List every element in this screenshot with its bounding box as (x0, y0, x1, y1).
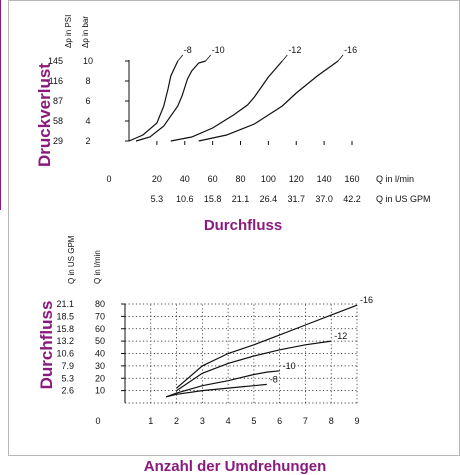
x-tick-label: 0 (106, 174, 111, 184)
flow-curve-size8 (166, 383, 267, 398)
x2-tick-label: 31.7 (287, 194, 305, 204)
x-tick-label: 120 (289, 174, 304, 184)
x2-tick-label: 5.3 (151, 194, 164, 204)
x-tick-label: 7 (303, 416, 308, 426)
pressure-curve-size10 (135, 60, 206, 142)
gpm-tick-label: 13.2 (56, 336, 74, 346)
lpm-tick-label: 80 (95, 299, 105, 309)
bar-tick-label: 2 (85, 136, 90, 146)
psi-tick-label: 116 (49, 76, 63, 86)
pressure-loss-chart: Druckverlust Δp in PSI Δp in bar 2 29 4 58 6… (35, 15, 431, 234)
flow-y-ticks: 10 2.6 20 5.3 30 7.9 40 10.6 50 13.2 60 15.8 70 18.5 8… (56, 299, 125, 396)
gpm-tick-label: 10.6 (56, 349, 74, 359)
x2-tick-label: 37.0 (315, 194, 333, 204)
x-tick-label: 140 (317, 174, 332, 184)
gpm-tick-label: 21.1 (56, 299, 74, 309)
flow-curves: -16 -12 -10 -8 (165, 295, 373, 398)
bar-tick-label: 4 (85, 116, 90, 126)
curve-label-leader (282, 54, 288, 62)
gpm-unit-label: Q in US GPM (67, 235, 76, 284)
x2-tick-label: 42.2 (343, 194, 361, 204)
psi-unit-label: Δp in PSI (64, 15, 73, 48)
x2-tick-label: 21.1 (232, 194, 250, 204)
x2-tick-label: 26.4 (260, 194, 278, 204)
lpm-tick-label: 30 (95, 361, 105, 371)
lpm-tick-label: 50 (95, 336, 105, 346)
pressure-curve-label: -10 (212, 45, 225, 55)
flow-curve-label: -10 (283, 361, 296, 371)
flow-curve-label: -8 (270, 374, 278, 384)
x-tick-label: 1 (148, 416, 153, 426)
pressure-curve-size16 (198, 60, 339, 142)
psi-tick-label: 87 (53, 96, 63, 106)
lpm-tick-label: 40 (95, 349, 105, 359)
pressure-loss-x-ticks: 0 20 40 60 80 100 120 140 160 5.3 10.6 15.8 21.1 26.4… (106, 141, 361, 204)
flow-gpm-unit-label: Q in US GPM (376, 194, 431, 204)
x-tick-label: 80 (235, 174, 245, 184)
lpm-tick-label: 60 (95, 324, 105, 334)
x-tick-label: 100 (261, 174, 276, 184)
pressure-loss-curves: -8 -10 -12 -16 (128, 45, 357, 142)
bar-tick-label: 6 (85, 96, 90, 106)
x-tick-label: 0 (95, 416, 100, 426)
x-tick-label: 9 (354, 416, 359, 426)
lpm-unit-label: Q in l/min (93, 250, 102, 284)
flow-curve-label: -12 (334, 331, 347, 341)
lpm-tick-label: 10 (95, 386, 105, 396)
psi-tick-label: 145 (48, 56, 63, 66)
x-tick-label: 40 (180, 174, 190, 184)
pressure-loss-x-title: Durchfluss (204, 217, 282, 234)
gpm-tick-label: 18.5 (56, 311, 74, 321)
flow-curve-label: -16 (360, 295, 373, 305)
pressure-loss-y-title: Druckverlust (35, 63, 54, 167)
flow-y-title: Durchfluss (37, 301, 56, 390)
pressure-curve-size12 (170, 60, 283, 142)
psi-tick-label: 29 (53, 136, 63, 146)
x-tick-label: 20 (152, 174, 162, 184)
pressure-curve-label: -8 (184, 45, 192, 55)
x-tick-label: 160 (344, 174, 359, 184)
bar-tick-label: 10 (83, 56, 93, 66)
x2-tick-label: 10.6 (176, 194, 194, 204)
x2-tick-label: 15.8 (204, 194, 222, 204)
flow-lpm-unit-label: Q in l/min (376, 174, 414, 184)
psi-tick-label: 58 (53, 116, 63, 126)
pressure-curve-label: -16 (344, 45, 357, 55)
curve-label-leader (205, 54, 211, 62)
x-tick-label: 4 (226, 416, 231, 426)
flow-curve-size16 (176, 304, 358, 389)
bar-tick-label: 8 (85, 76, 90, 86)
flow-x-ticks: 0 1 2 3 4 5 6 7 8 9 (95, 416, 359, 426)
pressure-loss-y-ticks: 2 29 4 58 6 87 8 116 10 145 (48, 56, 129, 146)
flow-x-title: Anzahl der Umdrehungen (144, 458, 327, 475)
gpm-tick-label: 2.6 (61, 386, 74, 396)
gpm-tick-label: 5.3 (61, 373, 74, 383)
x-tick-label: 3 (200, 416, 205, 426)
lpm-tick-label: 70 (95, 311, 105, 321)
x-tick-label: 6 (277, 416, 282, 426)
bar-unit-label: Δp in bar (81, 16, 90, 48)
x-tick-label: 5 (251, 416, 256, 426)
curve-label-leader (177, 54, 184, 62)
lpm-tick-label: 20 (95, 373, 105, 383)
x-tick-label: 2 (174, 416, 179, 426)
pressure-curve-size8 (128, 60, 179, 142)
gpm-tick-label: 7.9 (61, 361, 74, 371)
flow-curve-size12 (176, 340, 332, 392)
x-tick-label: 60 (208, 174, 218, 184)
gpm-tick-label: 15.8 (56, 324, 74, 334)
pressure-curve-label: -12 (288, 45, 301, 55)
flow-chart: Durchfluss Q in US GPM Q in l/min 102.62… (37, 235, 373, 475)
curve-label-leader (337, 54, 344, 62)
x-tick-label: 8 (329, 416, 334, 426)
flow-curve-size10 (165, 370, 280, 398)
